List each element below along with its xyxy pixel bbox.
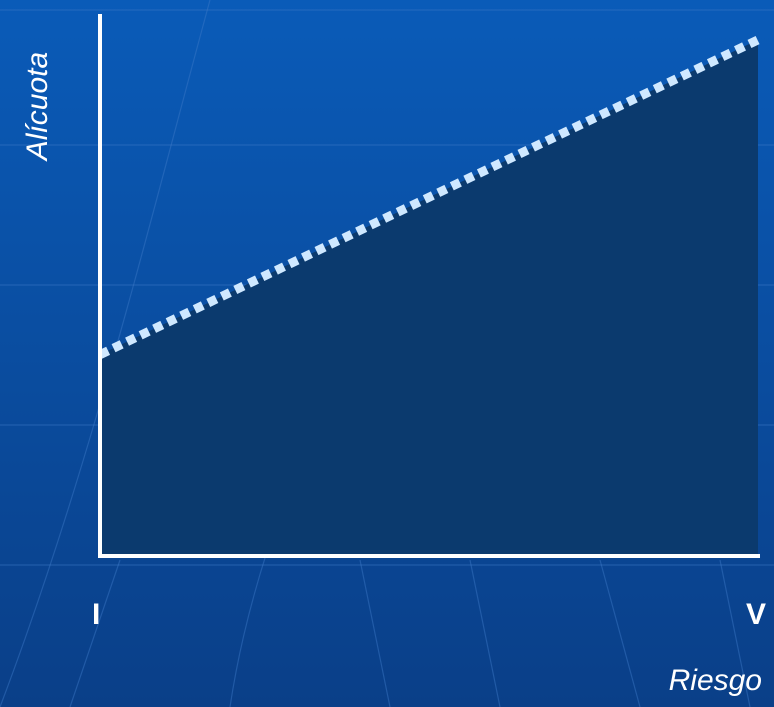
plot-area bbox=[98, 14, 760, 558]
y-axis-label: Alícuota bbox=[21, 51, 54, 161]
trend-line bbox=[98, 35, 760, 359]
area-fill bbox=[100, 39, 758, 557]
x-axis-label: Riesgo bbox=[668, 664, 762, 697]
x-tick-label-start: I bbox=[92, 598, 101, 631]
x-tick-label-end: V bbox=[746, 598, 767, 631]
